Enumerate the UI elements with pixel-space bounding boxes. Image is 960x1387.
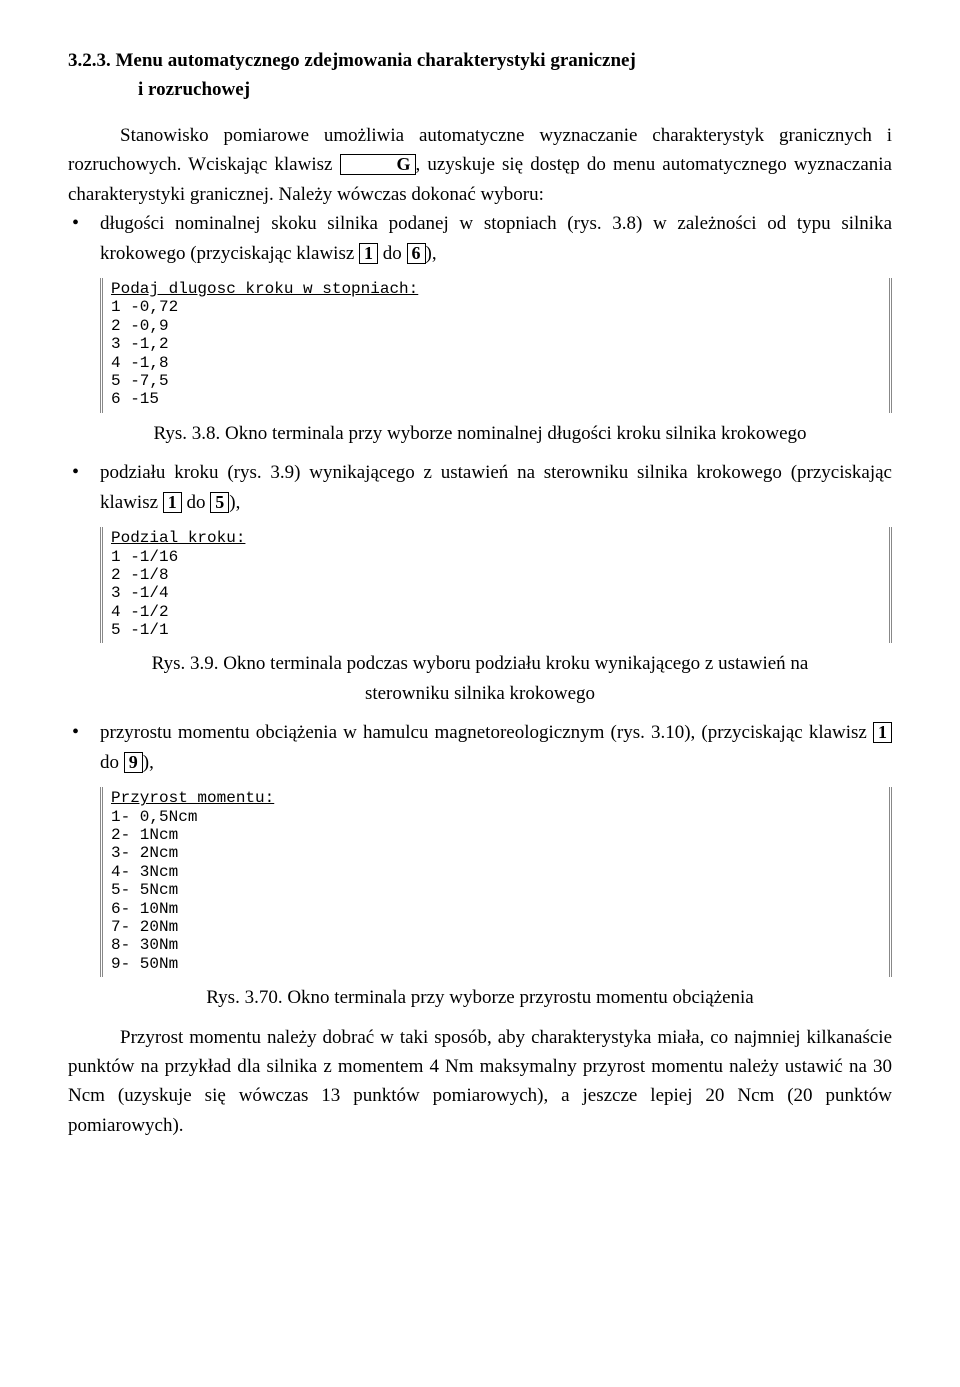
key-1a: 1 [359,243,378,264]
terminal-2: Podzial kroku: 1 -1/16 2 -1/8 3 -1/4 4 -… [100,527,892,643]
terminal-1: Podaj dlugosc kroku w stopniach: 1 -0,72… [100,278,892,413]
bullet1-post: ), [426,243,437,264]
terminal-3-line: 9- 50Nm [111,955,178,973]
terminal-2-line: 2 -1/8 [111,566,169,584]
intro-paragraph: Stanowisko pomiarowe umożliwia automatyc… [68,121,892,209]
terminal-2-line: 5 -1/1 [111,621,169,639]
terminal-2-line: 3 -1/4 [111,584,169,602]
terminal-3-line: 4- 3Ncm [111,863,178,881]
terminal-3-line: 1- 0,5Ncm [111,808,197,826]
terminal-1-header: Podaj dlugosc kroku w stopniach: [111,280,418,298]
key-5: 5 [210,492,229,513]
bullet3-mid: do [100,752,124,773]
terminal-1-line: 5 -7,5 [111,372,169,390]
caption-3: Rys. 3.70. Okno terminala przy wyborze p… [68,983,892,1012]
bullet-list: długości nominalnej skoku silnika podane… [68,209,892,268]
terminal-3-line: 7- 20Nm [111,918,178,936]
terminal-1-line: 1 -0,72 [111,298,178,316]
terminal-2-line: 4 -1/2 [111,603,169,621]
caption-2-line2: sterowniku silnika krokowego [365,683,595,704]
key-6: 6 [407,243,426,264]
terminal-3-header: Przyrost momentu: [111,789,274,807]
bullet2-mid: do [182,492,211,513]
terminal-3-line: 3- 2Ncm [111,844,178,862]
terminal-2-line: 1 -1/16 [111,548,178,566]
intro-a: Stanowisko pomiarowe umożliwia automatyc… [120,125,764,146]
bullet-list-2: podziału kroku (rys. 3.9) wynikającego z… [68,458,892,517]
caption-2: Rys. 3.9. Okno terminala podczas wyboru … [68,649,892,708]
terminal-3-line: 5- 5Ncm [111,881,178,899]
key-1c: 1 [873,722,892,743]
terminal-1-line: 2 -0,9 [111,317,169,335]
section-title-line2: i rozruchowej [68,75,892,104]
bullet1-mid: do [378,243,407,264]
terminal-2-header: Podzial kroku: [111,529,245,547]
key-9: 9 [124,752,143,773]
key-g: G [340,154,416,175]
section-title-line1: Menu automatycznego zdejmowania charakte… [116,50,636,71]
key-1b: 1 [163,492,182,513]
section-number: 3.2.3. [68,50,111,71]
caption-1: Rys. 3.8. Okno terminala przy wyborze no… [68,419,892,448]
bullet-list-3: przyrostu momentu obciążenia w hamulcu m… [68,718,892,777]
caption-2-line1: Rys. 3.9. Okno terminala podczas wyboru … [152,653,809,674]
final-paragraph: Przyrost momentu należy dobrać w taki sp… [68,1023,892,1141]
terminal-3-line: 6- 10Nm [111,900,178,918]
terminal-3-line: 8- 30Nm [111,936,178,954]
bullet-item-2: podziału kroku (rys. 3.9) wynikającego z… [68,458,892,517]
bullet-item-1: długości nominalnej skoku silnika podane… [68,209,892,268]
bullet3-pre: przyrostu momentu obciążenia w hamulcu m… [100,722,873,743]
bullet2-post: ), [229,492,240,513]
terminal-1-line: 3 -1,2 [111,335,169,353]
terminal-1-line: 6 -15 [111,390,159,408]
section-heading: 3.2.3. Menu automatycznego zdejmowania c… [68,46,892,105]
bullet3-post: ), [143,752,154,773]
terminal-3-line: 2- 1Ncm [111,826,178,844]
bullet1-pre: długości nominalnej skoku silnika podane… [100,213,892,263]
terminal-1-line: 4 -1,8 [111,354,169,372]
bullet-item-3: przyrostu momentu obciążenia w hamulcu m… [68,718,892,777]
terminal-3: Przyrost momentu: 1- 0,5Ncm 2- 1Ncm 3- 2… [100,787,892,977]
